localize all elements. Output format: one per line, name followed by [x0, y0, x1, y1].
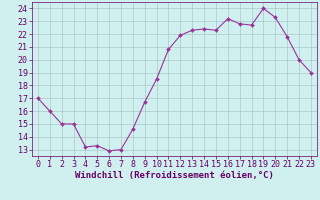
X-axis label: Windchill (Refroidissement éolien,°C): Windchill (Refroidissement éolien,°C): [75, 171, 274, 180]
